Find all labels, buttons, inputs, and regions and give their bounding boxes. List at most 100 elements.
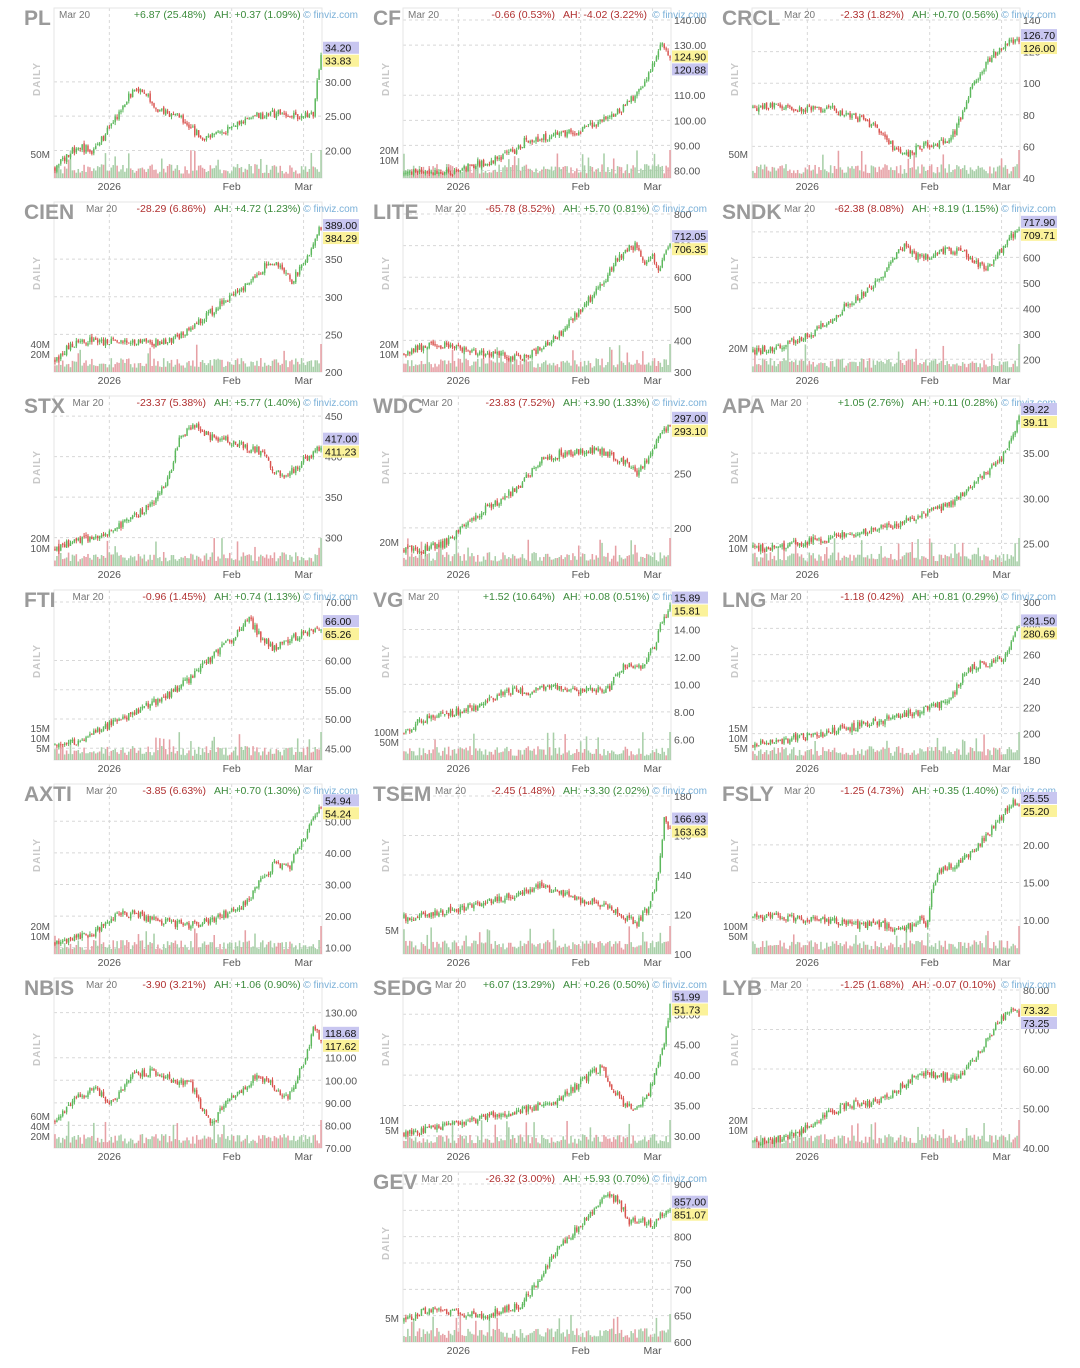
volume-bar bbox=[965, 367, 968, 372]
volume-bar bbox=[127, 358, 130, 372]
chart-panel-apa[interactable]: 35.00 30.00 25.00 20M 10M 2026 Feb Mar DAILY APA M… bbox=[698, 388, 1057, 581]
candle-body bbox=[238, 442, 241, 447]
volume-bar bbox=[855, 166, 857, 178]
candle-body bbox=[207, 432, 210, 435]
ticker-symbol[interactable]: PL bbox=[24, 7, 51, 30]
volume-bar bbox=[254, 365, 256, 372]
chart-panel-lite[interactable]: 80070060050040030020M10M2026FebMarDAILYL… bbox=[349, 194, 708, 387]
candle-body bbox=[849, 303, 851, 305]
badge-value: 384.29 bbox=[325, 233, 357, 245]
candle-body bbox=[211, 655, 214, 663]
volume-bar bbox=[300, 166, 303, 178]
volume-bar bbox=[73, 750, 76, 760]
candle-body bbox=[174, 687, 177, 692]
volume-bar bbox=[225, 365, 227, 372]
candle-body bbox=[75, 744, 78, 746]
candle-body bbox=[620, 255, 623, 258]
ticker-symbol[interactable]: VG bbox=[373, 589, 403, 612]
ticker-symbol[interactable]: WDC bbox=[373, 395, 423, 418]
chart-panel-crcl[interactable]: 14012010080604050M2026FebMarDAILYCRCLMar… bbox=[698, 0, 1057, 193]
candle-body bbox=[998, 458, 1001, 462]
chart-panel-sndk[interactable]: 70060050040030020020M2026FebMarDAILYSNDK… bbox=[698, 194, 1057, 387]
volume-bar bbox=[812, 754, 814, 760]
volume-bar bbox=[271, 558, 274, 566]
candle-body bbox=[818, 107, 820, 109]
candle-body bbox=[296, 114, 299, 120]
candle-body bbox=[486, 164, 489, 166]
chart-panel-wdc[interactable]: 250 200 20M 2026 Feb Mar DAILY WDC Mar 20 -23.83 … bbox=[349, 388, 708, 581]
volume-bar bbox=[155, 541, 157, 566]
volume-bar bbox=[506, 558, 508, 566]
ticker-symbol[interactable]: CRCL bbox=[722, 7, 780, 30]
chart-panel-vg[interactable]: 14.00 12.00 10.00 8.00 6.00 100M 50M 2026 Feb Mar… bbox=[349, 582, 708, 775]
candle-body bbox=[151, 701, 153, 706]
volume-bar bbox=[159, 171, 161, 178]
candle-body bbox=[868, 532, 871, 534]
y-tick-label: 200 bbox=[325, 367, 343, 379]
badge-bg bbox=[323, 54, 359, 67]
volume-bar bbox=[996, 366, 999, 372]
volume-bar bbox=[884, 363, 886, 372]
volume-bar bbox=[471, 172, 473, 178]
candle-body bbox=[603, 691, 605, 693]
ticker-symbol[interactable]: STX bbox=[24, 395, 65, 418]
candle-body bbox=[919, 516, 921, 518]
candle-body bbox=[174, 335, 177, 338]
volume-bar bbox=[273, 753, 276, 760]
volume-bar bbox=[424, 753, 427, 760]
volume-bar bbox=[190, 741, 192, 760]
candle-body bbox=[796, 111, 799, 113]
candle-body bbox=[184, 121, 186, 124]
candle-body bbox=[240, 629, 243, 631]
volume-bar bbox=[827, 558, 830, 566]
volume-bar bbox=[295, 358, 297, 372]
volume-bar bbox=[124, 752, 126, 760]
chart-panel-cien[interactable]: 350 300 250 200 40M 20M 2026 Feb Mar DAILY CIEN Mar… bbox=[0, 194, 359, 387]
volume-bar bbox=[655, 748, 658, 760]
chart-panel-lng[interactable]: 30028026024022020018015M10M5M2026FebMarD… bbox=[698, 582, 1057, 775]
candle-body bbox=[118, 342, 120, 344]
candle-body bbox=[796, 542, 799, 545]
volume-bar bbox=[232, 364, 235, 372]
volume-bar bbox=[306, 560, 309, 566]
volume-bar bbox=[91, 171, 93, 178]
candle-body bbox=[196, 323, 198, 325]
candle-body bbox=[295, 271, 297, 283]
candle-body bbox=[587, 124, 590, 126]
candle-body bbox=[79, 537, 81, 543]
candle-body bbox=[981, 476, 983, 478]
chart-panel-fti[interactable]: 70.00 60.00 55.00 50.00 45.00 15M 10M 5M 2026 Feb… bbox=[0, 582, 359, 775]
volume-bar bbox=[789, 169, 791, 178]
candle-body bbox=[314, 450, 316, 453]
volume-bar bbox=[961, 168, 964, 178]
volume-bar bbox=[618, 554, 621, 566]
volume-bar bbox=[308, 360, 311, 372]
volume-bar bbox=[548, 556, 551, 566]
candle-body bbox=[155, 699, 157, 705]
price-badge: 297.00 bbox=[672, 411, 708, 425]
chart-panel-cf[interactable]: 140.00 130.00 110.00 100.00 90.00 80.00 20M 10M… bbox=[349, 0, 708, 193]
volume-bar bbox=[632, 364, 634, 372]
ticker-symbol[interactable]: LITE bbox=[373, 201, 419, 224]
candle-body bbox=[178, 687, 180, 691]
candle-body bbox=[572, 454, 574, 457]
candle-body bbox=[960, 493, 962, 499]
ticker-symbol[interactable]: APA bbox=[722, 395, 765, 418]
chart-panel-stx[interactable]: 45040035030020M10M2026FebMarDAILYSTXMar … bbox=[0, 388, 359, 581]
ticker-symbol[interactable]: CF bbox=[373, 7, 401, 30]
ticker-symbol[interactable]: SNDK bbox=[722, 201, 782, 224]
candle-body bbox=[250, 617, 252, 620]
volume-bar bbox=[227, 558, 229, 566]
volume-bar bbox=[316, 554, 318, 566]
volume-bar bbox=[265, 554, 268, 566]
chart-panel-pl[interactable]: 30.00 25.00 20.00 50M 2026 Feb Mar DAILY PL Mar 2… bbox=[0, 0, 359, 193]
ticker-symbol[interactable]: FTI bbox=[24, 589, 56, 612]
candle-body bbox=[135, 708, 138, 715]
volume-bar bbox=[959, 556, 962, 566]
ticker-symbol[interactable]: CIEN bbox=[24, 201, 74, 224]
volume-bar bbox=[85, 171, 87, 178]
candle-body bbox=[453, 170, 456, 175]
volume-bars bbox=[403, 538, 671, 566]
candle-body bbox=[607, 116, 609, 119]
candle-body bbox=[511, 687, 514, 695]
